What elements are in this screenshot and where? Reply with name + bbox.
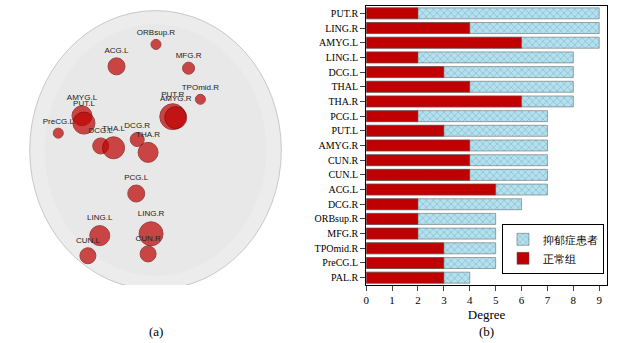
svg-text:CUN.L: CUN.L	[328, 169, 358, 180]
svg-text:PAL.R: PAL.R	[331, 272, 358, 283]
svg-text:LING.R: LING.R	[325, 23, 358, 34]
svg-text:0: 0	[363, 294, 369, 306]
svg-text:1: 1	[389, 294, 395, 306]
svg-text:DCG.R: DCG.R	[124, 121, 150, 130]
svg-text:PUT.L: PUT.L	[331, 125, 358, 136]
svg-text:AMYG.R: AMYG.R	[318, 140, 358, 151]
svg-text:PCG.L: PCG.L	[124, 173, 149, 182]
svg-text:2: 2	[415, 294, 421, 306]
svg-text:CUN.R: CUN.R	[328, 155, 359, 166]
svg-text:3: 3	[441, 294, 447, 306]
svg-text:7: 7	[545, 294, 551, 306]
svg-text:8: 8	[571, 294, 577, 306]
svg-text:PreCG.L: PreCG.L	[322, 257, 358, 268]
svg-text:THA.R: THA.R	[328, 96, 358, 107]
svg-text:PCG.L: PCG.L	[330, 111, 358, 122]
svg-text:CUN.R: CUN.R	[135, 234, 161, 243]
svg-text:(b): (b)	[479, 324, 494, 339]
svg-text:PUT.R: PUT.R	[161, 90, 184, 99]
svg-text:CUN.L: CUN.L	[76, 236, 101, 245]
svg-text:AMYG.R: AMYG.R	[160, 94, 192, 103]
svg-text:THA.L: THA.L	[102, 124, 125, 133]
svg-text:THA.R: THA.R	[136, 130, 160, 139]
svg-text:Degree: Degree	[468, 307, 506, 322]
svg-text:TPOmid.R: TPOmid.R	[182, 83, 220, 92]
svg-text:AMYG.L: AMYG.L	[319, 37, 358, 48]
svg-text:DCG.L: DCG.L	[328, 67, 358, 78]
svg-text:抑郁症患者: 抑郁症患者	[543, 234, 598, 246]
svg-text:正常组: 正常组	[543, 253, 576, 265]
svg-text:ACG.L: ACG.L	[105, 46, 130, 55]
svg-text:MFG.R: MFG.R	[327, 228, 358, 239]
svg-text:THAL: THAL	[332, 81, 359, 92]
svg-text:DCG.L: DCG.L	[89, 126, 114, 135]
svg-text:6: 6	[519, 294, 525, 306]
svg-text:PUT.L: PUT.L	[73, 99, 95, 108]
svg-text:AMYG.L: AMYG.L	[67, 93, 98, 102]
svg-text:ORBsup.R: ORBsup.R	[315, 213, 359, 224]
svg-text:TPOmid.R: TPOmid.R	[315, 243, 359, 254]
svg-text:4: 4	[467, 294, 473, 306]
svg-text:PUT.R: PUT.R	[331, 8, 359, 19]
svg-text:5: 5	[493, 294, 499, 306]
svg-text:9: 9	[596, 294, 602, 306]
svg-text:PreCG.L: PreCG.L	[43, 117, 75, 126]
svg-text:DCG.R: DCG.R	[328, 199, 359, 210]
svg-text:LING.L: LING.L	[326, 52, 359, 63]
svg-text:ACG.L: ACG.L	[328, 184, 358, 195]
svg-text:LING.R: LING.R	[138, 209, 165, 218]
svg-text:MFG.R: MFG.R	[176, 51, 202, 60]
svg-text:(a): (a)	[149, 324, 163, 339]
svg-text:ORBsup.R: ORBsup.R	[137, 28, 175, 37]
svg-text:LING.L: LING.L	[87, 213, 113, 222]
